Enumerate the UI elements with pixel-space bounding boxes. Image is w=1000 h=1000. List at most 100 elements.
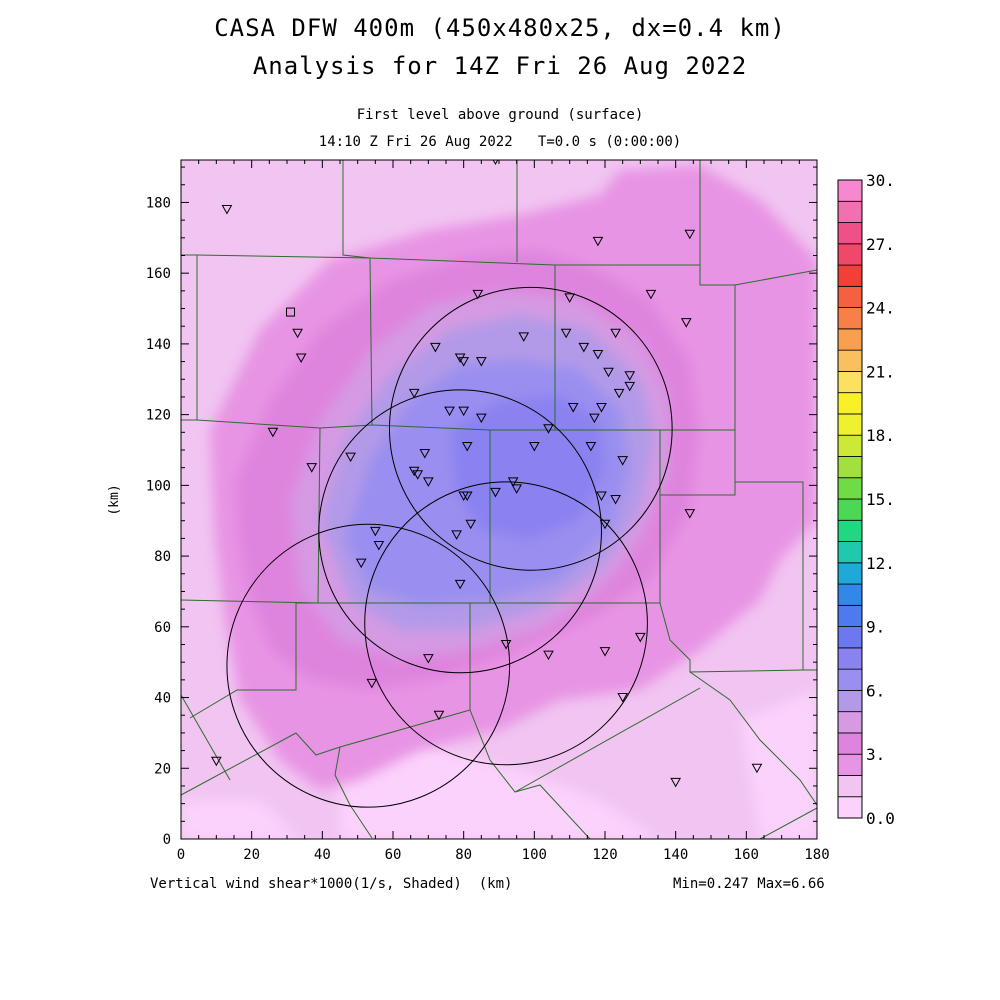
y-tick-label: 160 — [146, 266, 171, 282]
station-marker — [306, 463, 318, 473]
station-marker — [599, 519, 611, 530]
colorbar: 30. 27. 24. 21. 18. 15. 12. 9. 6. 3. 0.0 — [837, 171, 895, 828]
station-marker — [596, 403, 607, 413]
colorbar-swatch — [837, 668, 863, 691]
county-line — [181, 254, 198, 421]
colorbar-swatch — [837, 626, 863, 649]
station-marker — [613, 388, 625, 399]
station-marker — [567, 403, 579, 413]
y-tick-label: 100 — [146, 478, 171, 494]
station-marker — [422, 654, 434, 664]
station-marker — [461, 491, 473, 501]
station-marker — [458, 357, 470, 367]
county-line — [759, 807, 817, 839]
station-marker — [543, 424, 554, 434]
radar-ring — [318, 389, 602, 674]
y-tick-label: 140 — [146, 337, 171, 353]
colorbar-swatch — [837, 264, 863, 287]
station-marker — [221, 205, 233, 215]
station-marker — [578, 342, 590, 353]
colorbar-label: 3. — [866, 745, 885, 764]
colorbar-swatch — [837, 583, 863, 606]
x-tick-label: 160 — [734, 847, 759, 863]
colorbar-label: 21. — [866, 362, 895, 381]
colorbar-label: 30. — [866, 171, 895, 190]
station-marker — [210, 756, 222, 767]
county-line — [342, 160, 817, 286]
station-marker — [461, 441, 473, 452]
x-tick-label: 20 — [243, 847, 260, 863]
station-marker — [610, 328, 621, 339]
colorbar-swatch — [837, 690, 863, 713]
field-level-6 — [450, 395, 605, 540]
station-marker — [617, 456, 629, 466]
y-tick-label: 80 — [154, 549, 171, 565]
colorbar-swatch — [837, 732, 863, 755]
y-tick-label: 0 — [163, 832, 171, 848]
colorbar-swatch — [837, 541, 863, 564]
radar-ring — [364, 481, 648, 766]
station-marker — [454, 579, 466, 590]
boundary-lines — [181, 160, 817, 839]
station-marker — [507, 477, 519, 487]
station-marker — [624, 371, 636, 381]
station-marker-square — [286, 307, 296, 317]
minmax-label: Min=0.247 Max=6.66 — [673, 876, 825, 892]
station-marker — [475, 413, 487, 424]
station-marker — [670, 777, 682, 788]
station-marker — [458, 406, 470, 417]
county-line — [660, 430, 736, 496]
station-marker — [617, 693, 629, 703]
county-line — [318, 424, 491, 604]
shear-field — [181, 160, 817, 839]
station-marker — [369, 526, 381, 537]
axes: 0 20 40 60 80 100 120 140 160 180 0 20 40 60 80 100 120 1… — [146, 160, 830, 863]
station-marker — [592, 236, 604, 247]
colorbar-label: 12. — [866, 554, 895, 573]
colorbar-swatch — [837, 328, 863, 351]
x-tick-label: 60 — [385, 847, 402, 863]
colorbar-swatch — [837, 179, 863, 202]
station-marker — [634, 632, 646, 643]
station-marker — [624, 381, 636, 392]
station-marker — [267, 427, 279, 438]
colorbar-swatch — [837, 711, 863, 734]
x-tick-label: 80 — [455, 847, 472, 863]
station-marker — [564, 293, 576, 303]
station-marker — [295, 353, 307, 364]
colorbar-label: 6. — [866, 681, 885, 700]
colorbar-swatch — [837, 519, 863, 542]
chart-title: CASA DFW 400m (450x480x25, dx=0.4 km) — [214, 14, 786, 42]
x-tick-label: 120 — [592, 847, 617, 863]
colorbar-swatch — [837, 498, 863, 521]
station-marker — [366, 678, 378, 689]
station-marker — [543, 650, 554, 661]
colorbar-swatch — [837, 370, 863, 394]
y-tick-label: 40 — [154, 691, 171, 707]
x-tick-label: 140 — [663, 847, 688, 863]
station-marker — [355, 558, 367, 569]
colorbar-swatch — [837, 285, 863, 309]
colorbar-swatch — [837, 604, 863, 627]
colorbar-label: 18. — [866, 426, 895, 445]
station-marker — [472, 289, 484, 300]
field-level-lowest — [181, 690, 817, 839]
colorbar-swatch — [837, 775, 863, 798]
county-line — [514, 784, 591, 839]
colorbar-swatch — [837, 753, 863, 776]
y-tick-label: 120 — [146, 408, 171, 424]
station-marker — [589, 413, 600, 424]
y-tick-label: 180 — [146, 195, 171, 211]
station-markers — [210, 160, 763, 788]
station-marker — [592, 350, 604, 360]
station-marker — [451, 530, 462, 540]
colorbar-swatch — [837, 477, 863, 500]
station-marker — [412, 470, 424, 480]
station-marker — [475, 357, 487, 367]
x-tick-label: 40 — [314, 847, 331, 863]
station-marker — [422, 477, 434, 487]
station-marker — [408, 388, 420, 399]
radar-rings — [226, 286, 673, 808]
radar-ring — [226, 523, 511, 808]
